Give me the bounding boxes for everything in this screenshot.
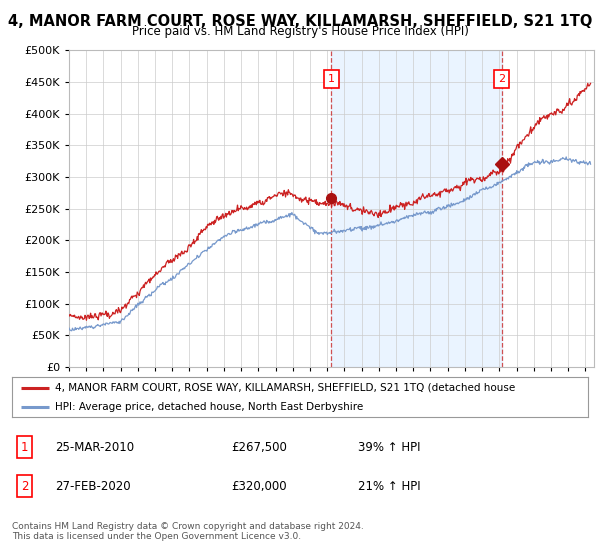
Text: 1: 1 <box>20 441 28 454</box>
Text: 4, MANOR FARM COURT, ROSE WAY, KILLAMARSH, SHEFFIELD, S21 1TQ (detached house: 4, MANOR FARM COURT, ROSE WAY, KILLAMARS… <box>55 383 515 393</box>
Text: HPI: Average price, detached house, North East Derbyshire: HPI: Average price, detached house, Nort… <box>55 402 364 412</box>
Text: 4, MANOR FARM COURT, ROSE WAY, KILLAMARSH, SHEFFIELD, S21 1TQ: 4, MANOR FARM COURT, ROSE WAY, KILLAMARS… <box>8 14 592 29</box>
Text: 27-FEB-2020: 27-FEB-2020 <box>55 479 131 493</box>
Text: Contains HM Land Registry data © Crown copyright and database right 2024.
This d: Contains HM Land Registry data © Crown c… <box>12 522 364 542</box>
Text: 25-MAR-2010: 25-MAR-2010 <box>55 441 134 454</box>
Text: 2: 2 <box>20 479 28 493</box>
Text: 21% ↑ HPI: 21% ↑ HPI <box>358 479 420 493</box>
Bar <box>331 50 502 367</box>
Text: £267,500: £267,500 <box>231 441 287 454</box>
Text: 39% ↑ HPI: 39% ↑ HPI <box>358 441 420 454</box>
Text: £320,000: £320,000 <box>231 479 287 493</box>
Text: Price paid vs. HM Land Registry's House Price Index (HPI): Price paid vs. HM Land Registry's House … <box>131 25 469 38</box>
Text: 2: 2 <box>499 74 505 84</box>
Text: 1: 1 <box>328 74 335 84</box>
